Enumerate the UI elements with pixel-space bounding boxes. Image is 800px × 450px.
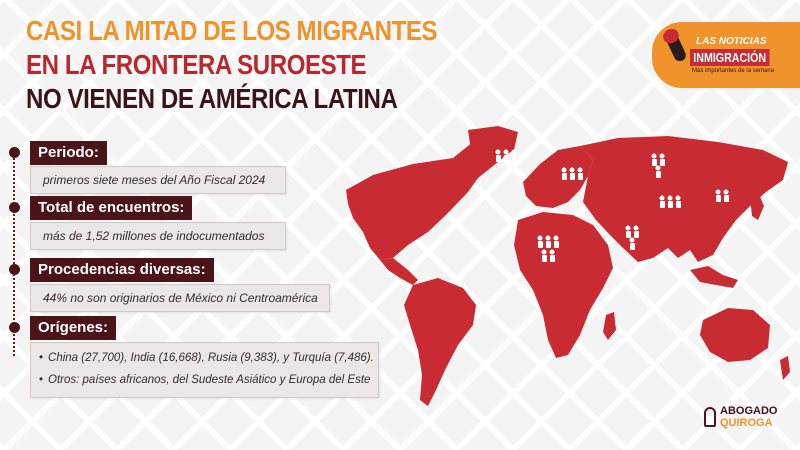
brand-tagline: Más importantes de la semana <box>692 68 775 74</box>
fact-value-diverse-origins: 44% no son originarios de México ni Cent… <box>30 284 330 312</box>
firm-name-line-2: QUIROGA <box>720 417 773 429</box>
headline-line-1: CASI LA MITAD DE LOS MIGRANTES <box>26 15 438 46</box>
origins-list: China (27,700), India (16,668), Rusia (9… <box>30 342 379 398</box>
origins-list-item: China (27,700), India (16,668), Rusia (9… <box>39 347 374 369</box>
firm-name-line-1: ABOGADO <box>720 405 778 417</box>
continent-asia <box>580 136 788 262</box>
headline-line-2: EN LA FRONTERA SUROESTE <box>26 49 367 80</box>
brand-line-2: INMIGRACIÓN <box>690 49 770 66</box>
timeline-dot <box>9 264 20 275</box>
timeline-dot <box>9 202 20 213</box>
islands-southeast-asia <box>690 266 738 288</box>
microphone-icon <box>664 30 688 64</box>
continent-australia <box>700 308 770 362</box>
scales-icon <box>704 407 716 427</box>
continent-africa <box>514 212 613 358</box>
timeline-line <box>13 150 15 356</box>
fact-label-period: Periodo: <box>30 141 107 165</box>
people-group-icon <box>495 149 729 262</box>
brand-line-1: LAS NOTICIAS <box>696 36 767 47</box>
timeline-dot <box>9 147 20 158</box>
brand-logo: LAS NOTICIAS INMIGRACIÓN Más importantes… <box>652 22 800 88</box>
continent-south-america <box>404 278 476 406</box>
fact-label-diverse-origins: Procedencias diversas: <box>30 258 214 282</box>
island-new-zealand <box>780 356 790 380</box>
world-map-icon <box>346 126 790 406</box>
island-japan <box>750 192 764 220</box>
firm-logo: ABOGADO QUIROGA <box>704 403 800 429</box>
origins-list-item: Otros: países africanos, del Sudeste Asi… <box>39 369 370 391</box>
timeline-dot <box>9 322 20 333</box>
fact-value-encounters: más de 1,52 millones de indocumentados <box>30 222 286 250</box>
continent-north-america <box>346 132 508 260</box>
island-madagascar <box>603 312 616 340</box>
continent-central-america <box>380 258 418 285</box>
fact-label-encounters: Total de encuentros: <box>30 196 193 220</box>
continent-europe <box>523 146 593 208</box>
headline-line-3: NO VIENEN DE AMÉRICA LATINA <box>26 83 398 114</box>
fact-label-origins: Orígenes: <box>30 316 117 340</box>
headline: CASI LA MITAD DE LOS MIGRANTES EN LA FRO… <box>26 14 504 116</box>
fact-value-period: primeros siete meses del Año Fiscal 2024 <box>30 166 286 194</box>
